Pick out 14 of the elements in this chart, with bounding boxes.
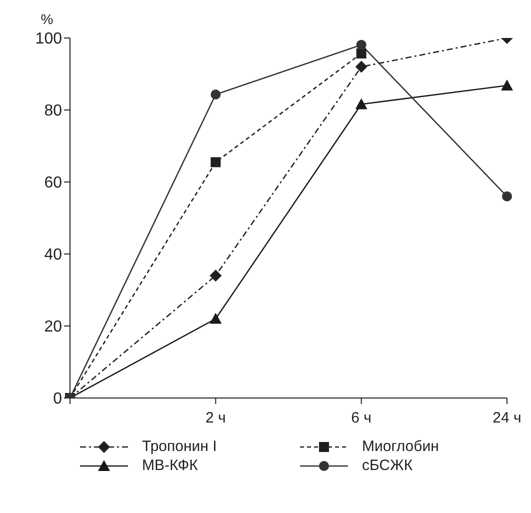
y-tick-label: 80 [44, 102, 62, 120]
y-tick-label: 20 [44, 318, 62, 336]
x-tick-label: 24 ч [492, 410, 522, 427]
y-tick-label: 0 [53, 390, 62, 408]
x-tick-label: 2 ч [206, 410, 226, 427]
legend-label: Тропонин I [142, 438, 217, 455]
x-tick-label: 6 ч [351, 410, 372, 427]
legend-label: МВ-КФК [142, 457, 198, 474]
y-tick-label: 100 [35, 30, 62, 48]
y-tick-label: 60 [44, 174, 62, 192]
legend-label: сБСЖК [362, 457, 413, 474]
y-axis-title: % [40, 11, 54, 27]
legend-label: Миоглобин [362, 438, 439, 455]
y-tick-label: 40 [44, 246, 62, 264]
